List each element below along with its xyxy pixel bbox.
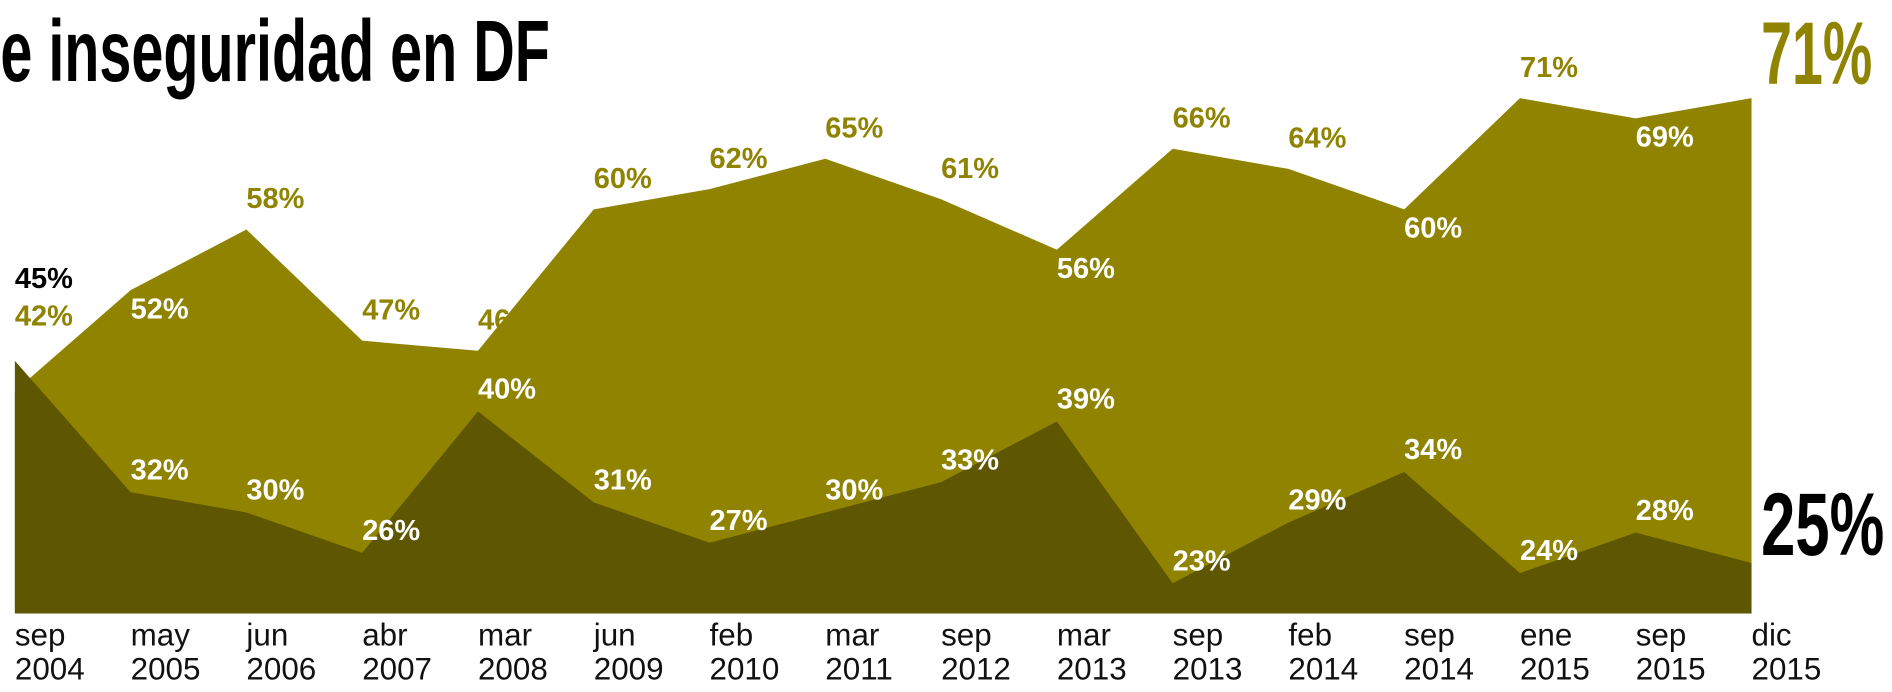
x-tick-label: mar 2008 xyxy=(478,618,548,687)
value-label: 27% xyxy=(710,505,768,537)
value-label: 52% xyxy=(131,293,189,325)
x-tick-label: sep 2015 xyxy=(1636,618,1706,687)
value-label: 24% xyxy=(1520,535,1578,567)
value-label: 47% xyxy=(362,294,420,326)
value-label: 46% xyxy=(478,304,536,336)
value-label: 29% xyxy=(1288,485,1346,517)
value-label: 56% xyxy=(1057,253,1115,285)
x-tick-label: jun 2009 xyxy=(593,618,664,687)
x-tick-label: sep 2014 xyxy=(1404,618,1474,687)
value-label: 60% xyxy=(1404,213,1462,245)
x-tick-label: feb 2014 xyxy=(1288,618,1358,687)
x-tick-label: jun 2006 xyxy=(245,618,316,687)
x-tick-label: feb 2010 xyxy=(710,618,780,687)
value-label: 28% xyxy=(1636,495,1694,527)
value-label: 31% xyxy=(594,464,652,496)
x-tick-label: sep 2013 xyxy=(1173,618,1243,687)
area xyxy=(14,360,1752,614)
x-tick-label: sep 2012 xyxy=(941,618,1011,687)
chart-title: e inseguridad en DF xyxy=(0,3,549,100)
end-value-label: 25% xyxy=(1761,474,1884,574)
value-label: 69% xyxy=(1636,122,1694,154)
value-label: 34% xyxy=(1404,434,1462,466)
value-label: 60% xyxy=(594,163,652,195)
value-label: 58% xyxy=(246,183,304,215)
value-label: 30% xyxy=(825,475,883,507)
value-label: 23% xyxy=(1173,545,1231,577)
value-label: 39% xyxy=(1057,384,1115,416)
value-label: 40% xyxy=(478,374,536,406)
value-label: 45% xyxy=(15,263,73,295)
x-tick-label: ene 2015 xyxy=(1520,618,1590,687)
value-label: 65% xyxy=(825,112,883,144)
x-tick-label: dic 2015 xyxy=(1752,618,1822,687)
x-tick-label: sep 2004 xyxy=(15,618,85,687)
x-tick-label: may 2005 xyxy=(131,618,201,687)
x-tick-label: mar 2011 xyxy=(825,618,892,687)
value-label: 61% xyxy=(941,153,999,185)
value-label: 71% xyxy=(1520,52,1578,84)
end-value-label: 71% xyxy=(1761,3,1872,103)
value-label: 32% xyxy=(131,454,189,486)
value-label: 33% xyxy=(941,444,999,476)
value-label: 62% xyxy=(710,143,768,175)
value-label: 30% xyxy=(246,475,304,507)
value-label: 66% xyxy=(1173,102,1231,134)
x-tick-label: mar 2013 xyxy=(1057,618,1127,687)
x-tick-label: abr 2007 xyxy=(362,618,432,687)
value-label: 64% xyxy=(1288,123,1346,155)
value-label: 42% xyxy=(15,300,73,332)
value-label: 26% xyxy=(362,515,420,547)
